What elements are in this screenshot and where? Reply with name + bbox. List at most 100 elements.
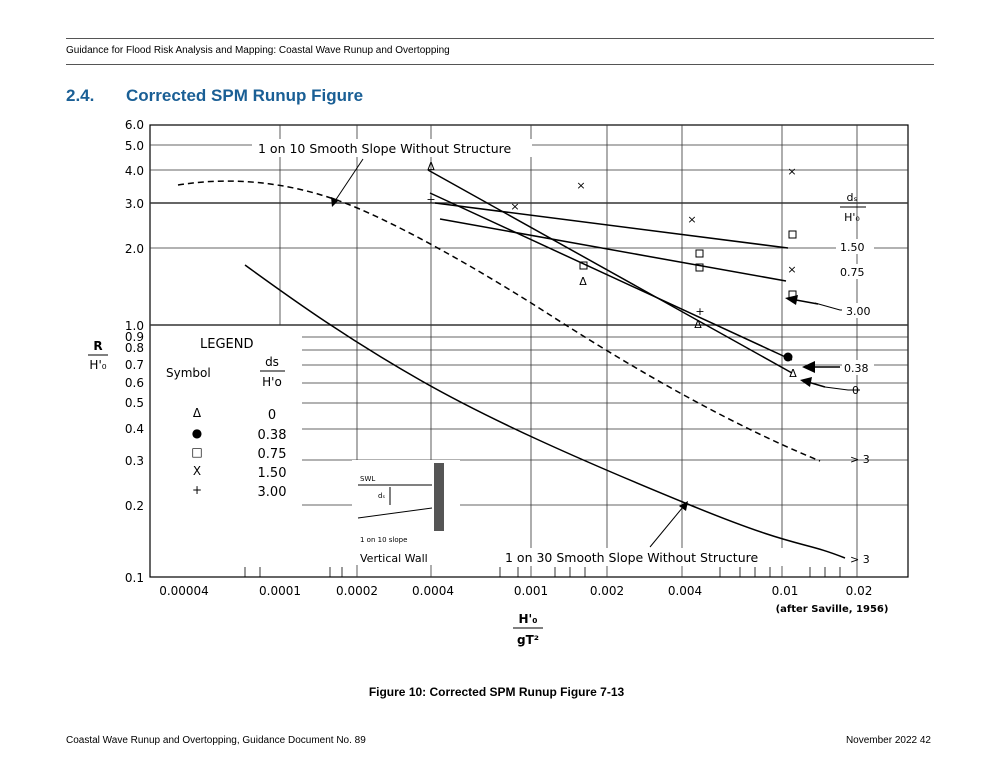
legend-symbol-header: Symbol [166, 366, 211, 380]
marker-triangle: Δ [789, 367, 797, 380]
y-tick-0.5: 0.5 [125, 396, 144, 410]
marker-x: × [787, 263, 796, 276]
right-header-numerator: dₛ [846, 191, 857, 204]
y-tick-labels: 6.0 5.0 4.0 3.0 2.0 1.0 0.9 0.8 0.7 0.6 … [125, 118, 144, 585]
y-label-denominator: H'₀ [89, 358, 106, 372]
legend-box [154, 327, 300, 507]
y-tick-0.6: 0.6 [125, 376, 144, 390]
annotation-bottom-leader [649, 506, 684, 548]
legend-value-0.75: 0.75 [258, 447, 287, 462]
x-tick-0.002: 0.002 [590, 584, 624, 598]
x-tick-0.02: 0.02 [846, 584, 873, 598]
legend-value-0.38: 0.38 [258, 428, 287, 443]
marker-triangle: Δ [694, 318, 702, 331]
line-ds-0.75 [439, 218, 787, 282]
legend-value-0: 0 [268, 408, 276, 423]
right-label-gt3-upper: > 3 [850, 453, 870, 466]
legend-symbol-circle: ● [192, 426, 202, 440]
section-number: 2.4. [66, 86, 95, 105]
marker-triangle: Δ [427, 160, 435, 173]
line-ds-1.50 [434, 202, 789, 249]
legend-ratio-den: H'o [262, 375, 282, 389]
annotation-top-leader [334, 158, 364, 202]
x-label-numerator: H'₀ [519, 612, 538, 626]
x-axis-label: H'₀ gT² [513, 612, 543, 647]
curve-1-on-30-smooth-slope [244, 264, 846, 559]
y-tick-6.0: 6.0 [125, 118, 144, 132]
y-tick-1.0: 1.0 [125, 319, 144, 333]
y-tick-0.3: 0.3 [125, 454, 144, 468]
footer-document-title: Coastal Wave Runup and Overtopping, Guid… [66, 735, 366, 746]
right-label-3.00: 3.00 [846, 305, 871, 318]
y-tick-0.1: 0.1 [125, 571, 144, 585]
header-bottom-rule [66, 64, 934, 65]
annotation-top: 1 on 10 Smooth Slope Without Structure [258, 141, 511, 156]
x-tick-0.0004: 0.0004 [412, 584, 454, 598]
legend-value-3.00: 3.00 [258, 485, 287, 500]
y-tick-2.0: 2.0 [125, 242, 144, 256]
inset-swl: SWL [360, 475, 375, 483]
annotation-top-bg [252, 139, 532, 157]
marker-x: × [687, 213, 696, 226]
header-top-rule [66, 38, 934, 39]
legend-symbol-plus: + [192, 483, 202, 497]
y-tick-4.0: 4.0 [125, 164, 144, 178]
marker-x: × [576, 179, 585, 192]
wall-shape [434, 463, 444, 531]
x-tick-0.0001: 0.0001 [259, 584, 301, 598]
x-tick-0.01: 0.01 [772, 584, 799, 598]
right-label-0.38: 0.38 [844, 362, 869, 375]
marker-plus: + [695, 305, 704, 318]
line-ds-0 [427, 169, 793, 374]
marker-plus: + [426, 193, 435, 206]
y-tick-0.2: 0.2 [125, 499, 144, 513]
x-tick-0.004: 0.004 [668, 584, 702, 598]
annotation-bottom-bg [500, 548, 785, 566]
right-ratio-header: dₛ H'₀ [840, 191, 866, 224]
right-label-0.75: 0.75 [840, 266, 865, 279]
vertical-wall-inset: SWL dₛ 1 on 10 slope Vertical Wall [352, 460, 460, 565]
y-tick-0.7: 0.7 [125, 358, 144, 372]
running-header: Guidance for Flood Risk Analysis and Map… [66, 45, 450, 56]
figure-caption: Figure 10: Corrected SPM Runup Figure 7-… [368, 685, 625, 699]
x-tick-labels: 0.00004 0.0001 0.0002 0.0004 0.001 0.002… [159, 584, 872, 598]
marker-square [788, 230, 797, 239]
marker-x: × [787, 165, 796, 178]
section-heading: 2.4. Corrected SPM Runup Figure [66, 86, 363, 106]
legend-ratio-num: ds [265, 355, 279, 369]
line-ds-0.38 [429, 192, 793, 361]
x-tick-0.00004: 0.00004 [159, 584, 209, 598]
curve-1-on-10-smooth-slope [177, 180, 821, 462]
legend-symbol-square: □ [191, 445, 202, 459]
x-tick-0.001: 0.001 [514, 584, 548, 598]
legend: LEGEND Symbol ds H'o Δ ● □ X + 0 0.38 0.… [166, 337, 286, 500]
inset-slope-label: 1 on 10 slope [360, 536, 407, 544]
legend-value-1.50: 1.50 [258, 466, 287, 481]
right-header-denominator: H'₀ [844, 211, 860, 224]
right-label-gt3-lower: > 3 [850, 553, 870, 566]
x-tick-0.0002: 0.0002 [336, 584, 378, 598]
y-tick-3.0: 3.0 [125, 197, 144, 211]
y-label-numerator: R [93, 339, 102, 353]
data-markers: × × × × × Δ Δ Δ Δ + + [426, 160, 797, 380]
y-tick-0.4: 0.4 [125, 422, 144, 436]
inset-title: Vertical Wall [360, 552, 428, 565]
legend-symbol-triangle: Δ [193, 406, 202, 420]
footer-date-page: November 2022 42 [845, 735, 931, 746]
inset-ds: dₛ [378, 492, 385, 500]
marker-square [579, 261, 588, 270]
runup-figure: 6.0 5.0 4.0 3.0 2.0 1.0 0.9 0.8 0.7 0.6 … [80, 115, 920, 660]
annotation-bottom: 1 on 30 Smooth Slope Without Structure [505, 550, 758, 565]
y-axis-label: R H'₀ [88, 339, 108, 372]
legend-title: LEGEND [200, 337, 253, 352]
legend-symbol-x: X [193, 464, 201, 478]
y-tick-5.0: 5.0 [125, 139, 144, 153]
marker-x: × [510, 200, 519, 213]
section-title: Corrected SPM Runup Figure [126, 86, 364, 105]
marker-square [695, 263, 704, 272]
minor-x-ticks [244, 567, 841, 577]
source-note: (after Saville, 1956) [776, 604, 889, 615]
right-label-0: 0 [852, 384, 859, 397]
x-label-denominator: gT² [517, 633, 539, 647]
y-tick-0.9: 0.9 [125, 330, 144, 344]
